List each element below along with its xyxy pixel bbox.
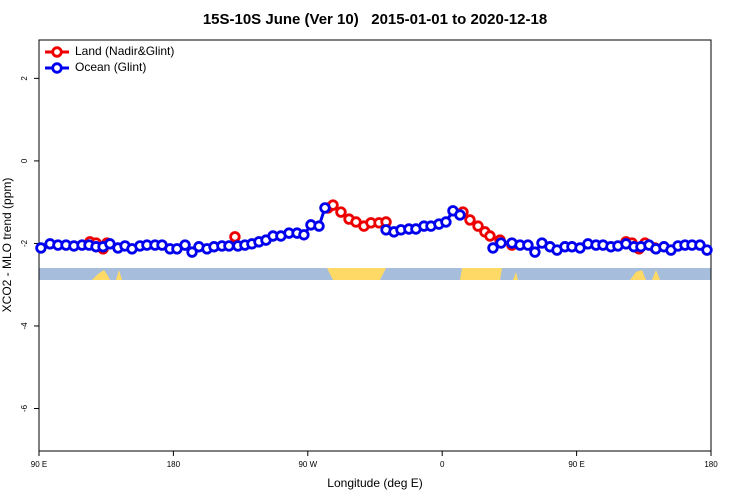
data-point xyxy=(487,242,499,254)
data-point xyxy=(522,239,534,251)
x-tick-label: 90 W xyxy=(298,460,317,469)
y-tick-label: -6 xyxy=(20,404,29,412)
data-point xyxy=(495,237,507,249)
land-area xyxy=(92,270,110,280)
data-point xyxy=(472,220,484,232)
x-tick-label: 90 E xyxy=(568,460,584,469)
x-tick-label: 180 xyxy=(704,460,718,469)
data-point xyxy=(529,246,541,258)
land-area xyxy=(630,270,646,280)
data-point xyxy=(484,230,496,242)
data-point xyxy=(464,214,476,226)
x-axis-label: Longitude (deg E) xyxy=(327,476,422,490)
data-point xyxy=(440,216,452,228)
land-area xyxy=(513,272,518,280)
chart-title: 15S-10S June (Ver 10) 2015-01-01 to 2020… xyxy=(203,11,547,28)
data-point xyxy=(454,209,466,221)
land-area xyxy=(327,268,386,280)
land-mask xyxy=(39,268,711,280)
legend-label: Ocean (Glint) xyxy=(75,60,146,74)
y-tick-label: -4 xyxy=(20,322,29,330)
data-point xyxy=(35,242,47,254)
data-point xyxy=(229,231,241,243)
y-tick-label: 2 xyxy=(20,76,29,81)
data-point xyxy=(186,246,198,258)
legend-marker xyxy=(51,46,63,58)
legend-label: Land (Nadir&Glint) xyxy=(75,44,174,58)
data-point xyxy=(179,239,191,251)
data-point xyxy=(298,229,310,241)
y-tick-label: -2 xyxy=(20,239,29,247)
x-tick-label: 180 xyxy=(167,460,181,469)
data-point xyxy=(319,202,331,214)
legend-marker xyxy=(51,62,63,74)
x-tick-label: 90 E xyxy=(31,460,47,469)
x-tick-label: 0 xyxy=(440,460,445,469)
land-area xyxy=(116,270,122,280)
data-point xyxy=(335,206,347,218)
data-point xyxy=(701,244,713,256)
data-point xyxy=(223,240,235,252)
y-tick-label: 0 xyxy=(20,158,29,163)
land-area xyxy=(460,268,502,280)
data-point xyxy=(313,220,325,232)
y-axis-label: XCO2 - MLO trend (ppm) xyxy=(0,178,14,313)
land-area xyxy=(652,270,660,280)
